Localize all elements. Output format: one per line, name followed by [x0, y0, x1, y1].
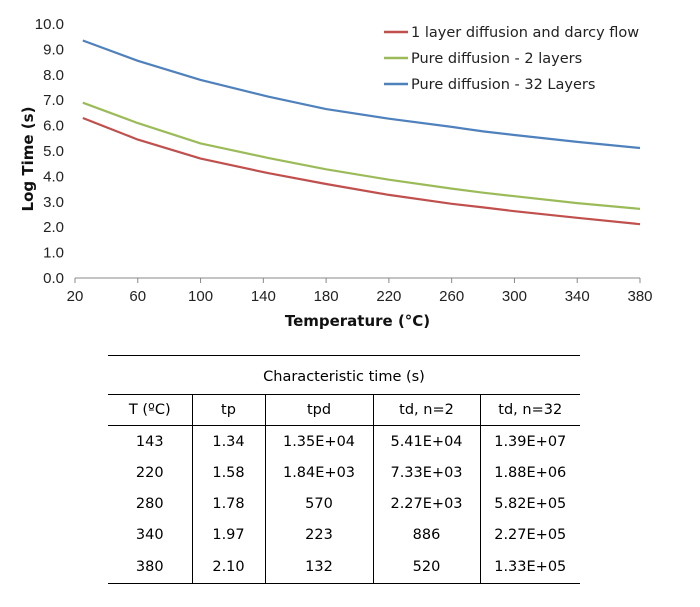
y-tick-label: 4.0 — [43, 168, 64, 185]
chart-legend: 1 layer diffusion and darcy flow Pure dif… — [384, 25, 639, 93]
y-tick-label: 10.0 — [35, 16, 64, 33]
table-cell: 1.97 — [192, 519, 266, 550]
table-row: 143 1.34 1.35E+04 5.41E+04 1.39E+07 — [108, 425, 580, 457]
table-row: 220 1.58 1.84E+03 7.33E+03 1.88E+06 — [108, 457, 580, 488]
x-tick-label: 220 — [376, 288, 401, 305]
x-tick-label: 100 — [188, 288, 213, 305]
table-cell: 5.41E+04 — [373, 425, 481, 457]
table-cell: 7.33E+03 — [373, 457, 481, 488]
table-cell: 1.78 — [192, 488, 266, 519]
table-row: 340 1.97 223 886 2.27E+05 — [108, 519, 580, 550]
x-tick-label: 140 — [251, 288, 276, 305]
table-cell: 1.35E+04 — [265, 425, 374, 457]
table-cell: 132 — [265, 550, 374, 584]
y-tick-label: 5.0 — [43, 143, 64, 160]
column-header-temperature: T (ºC) — [108, 394, 193, 426]
table-cell: 1.88E+06 — [494, 464, 567, 481]
table-cell: 1.84E+03 — [265, 457, 374, 488]
table-cell: 1.34 — [192, 425, 266, 457]
legend-label-1: 1 layer diffusion and darcy flow — [411, 25, 639, 41]
table-cell: 1.39E+07 — [494, 433, 567, 450]
column-header-td-n2: td, n=2 — [373, 394, 481, 426]
table-cell: 380 — [108, 550, 193, 584]
table-cell: 340 — [108, 519, 193, 550]
table-cell: 520 — [373, 550, 481, 584]
y-tick-label: 8.0 — [43, 67, 64, 84]
legend-label-2: Pure diffusion - 2 layers — [411, 51, 582, 67]
x-tick-label: 180 — [314, 288, 339, 305]
y-tick-label: 9.0 — [43, 41, 64, 58]
y-tick-label: 3.0 — [43, 194, 64, 211]
table-row: 280 1.78 570 2.27E+03 5.82E+05 — [108, 488, 580, 519]
y-tick-label: 0.0 — [43, 270, 64, 287]
table-cell: 2.27E+03 — [373, 488, 481, 519]
x-tick-label: 20 — [67, 288, 84, 305]
series-line-2 — [82, 101, 641, 210]
y-tick-label: 6.0 — [43, 118, 64, 135]
x-axis-title: Temperature (°C) — [285, 312, 430, 330]
table-row: 380 2.10 132 520 1.33E+05 — [108, 550, 580, 584]
table-cell: 5.82E+05 — [494, 495, 567, 512]
series-line-3 — [82, 39, 641, 150]
legend-label-3: Pure diffusion - 32 Layers — [411, 77, 595, 93]
characteristic-time-table-container: Characteristic time (s) T (ºC) tp tpd td… — [108, 355, 580, 584]
table-cell: 143 — [108, 425, 193, 457]
table-cell: 570 — [265, 488, 374, 519]
log-time-chart: 20 60 100 140 180 220 260 300 340 380 0.0 1.0 2.0 3.0… — [19, 16, 653, 330]
table-cell: 886 — [373, 519, 481, 550]
table-cell: 280 — [108, 488, 193, 519]
x-tick-label: 300 — [502, 288, 527, 305]
chart-axes: 20 60 100 140 180 220 260 300 340 380 0.0 1.0 2.0 3.0… — [35, 16, 653, 305]
table-group-header: Characteristic time (s) — [108, 355, 580, 395]
column-header-tp: tp — [192, 394, 266, 426]
chart-series — [82, 39, 641, 226]
table-cell: 1.33E+05 — [480, 550, 580, 584]
table-cell: 220 — [108, 457, 193, 488]
table-cell: 1.58 — [192, 457, 266, 488]
characteristic-time-table: Characteristic time (s) T (ºC) tp tpd td… — [108, 355, 580, 584]
x-tick-label: 340 — [565, 288, 590, 305]
y-tick-label: 2.0 — [43, 219, 64, 236]
column-header-tpd: tpd — [265, 394, 374, 426]
x-tick-label: 380 — [627, 288, 652, 305]
table-cell: 2.27E+05 — [494, 526, 567, 543]
x-tick-label: 60 — [129, 288, 146, 305]
column-header-td-n32: td, n=32 — [480, 394, 580, 426]
x-tick-label: 260 — [439, 288, 464, 305]
y-axis-title: Log Time (s) — [19, 107, 37, 212]
y-tick-label: 7.0 — [43, 92, 64, 109]
table-cell: 2.10 — [192, 550, 266, 584]
series-line-1 — [82, 116, 641, 226]
table-cell: 223 — [265, 519, 374, 550]
y-tick-label: 1.0 — [43, 245, 64, 262]
